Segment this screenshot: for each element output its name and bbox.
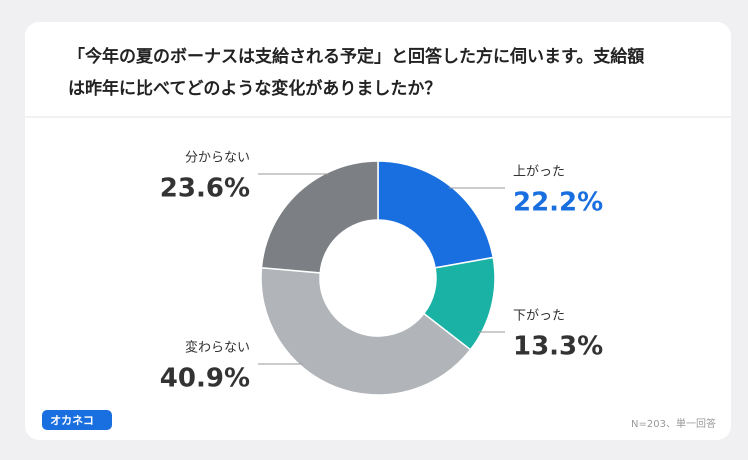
legend-label: 変わらない bbox=[185, 340, 250, 356]
donut-segment bbox=[260, 160, 379, 274]
value-label: 23.6% bbox=[160, 174, 250, 204]
donut-segment bbox=[377, 160, 495, 269]
brand: オカネコ bbox=[50, 414, 94, 427]
chart-title: 「今年の夏のボーナスは支給される予定」と回答した方に伺います。支給額 bbox=[68, 46, 644, 67]
chart-title: は昨年に比べてどのような変化がありましたか？ bbox=[68, 78, 441, 99]
value-label: 22.2% bbox=[513, 188, 603, 218]
legend-label: 分からない bbox=[185, 151, 250, 166]
note: N=203、単一回答 bbox=[631, 417, 716, 430]
legend-label: 下がった bbox=[513, 309, 565, 324]
card bbox=[25, 22, 731, 440]
brand-logo bbox=[42, 410, 112, 430]
value-label: 13.3% bbox=[513, 332, 603, 362]
legend-label: 上がった bbox=[513, 165, 565, 180]
donut-segment bbox=[260, 266, 472, 396]
value-label: 40.9% bbox=[160, 364, 250, 394]
